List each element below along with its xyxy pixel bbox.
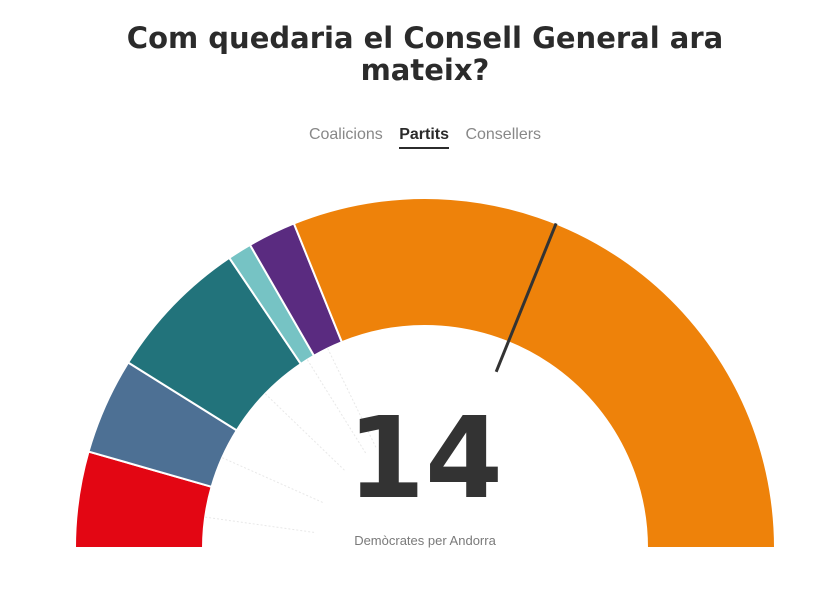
chart-title-line-2: mateix? xyxy=(360,53,490,87)
leader-line-0 xyxy=(205,516,316,534)
slice-5[interactable] xyxy=(292,197,777,549)
majority-marker xyxy=(494,222,558,373)
leader-line-1 xyxy=(221,457,324,504)
chart-title-line-1: Com quedaria el Consell General ara xyxy=(126,21,724,55)
leader-line-3 xyxy=(306,359,367,455)
chart-slices xyxy=(73,197,777,549)
leader-line-2 xyxy=(264,393,346,472)
chart-title: Com quedaria el Consell General ara mate… xyxy=(0,22,840,86)
view-tabs: Coalicions Partits Consellers xyxy=(0,126,840,149)
tab-partits[interactable]: Partits xyxy=(399,126,449,149)
leader-line-4 xyxy=(327,348,377,449)
tab-consellers[interactable]: Consellers xyxy=(465,126,542,143)
slice-leader-lines xyxy=(205,348,377,534)
center-party-label: Demòcrates per Andorra xyxy=(354,533,496,548)
center-seat-count: 14 xyxy=(347,394,503,524)
tab-coalicions[interactable]: Coalicions xyxy=(308,126,383,143)
